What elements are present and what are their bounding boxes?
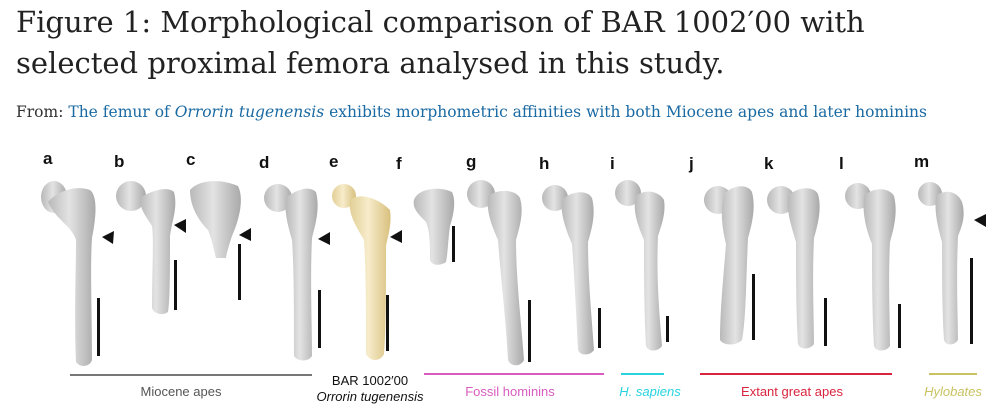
miocene-group-line [70,374,312,376]
panel-label-b: b [114,152,124,171]
link-text-1: The femur of [68,103,175,121]
panel-label-g: g [466,152,476,171]
link-italic-species: Orrorin tugenensis [174,103,325,121]
femur-e-orrorin [332,184,402,360]
from-line: From: The femur of Orrorin tugenensis ex… [16,103,1006,121]
femur-i [615,180,669,351]
article-link[interactable]: The femur of Orrorin tugenensis exhibits… [68,103,927,121]
orrorin-species-label: Orrorin tugenensis [317,389,424,404]
panel-label-a: a [43,149,53,168]
panel-label-k: k [764,154,774,173]
femur-h [542,185,601,355]
fossil-group-label: Fossil hominins [465,384,555,399]
femur-c [190,181,251,300]
sapiens-group-label: H. sapiens [619,384,681,399]
femur-l [845,183,901,351]
panel-label-l: l [839,154,844,173]
panel-label-m: m [914,152,929,171]
femur-f [413,188,455,265]
panel-label-c: c [186,150,195,169]
femur-b [116,181,186,315]
from-label: From: [16,103,64,121]
femur-j [704,186,755,345]
hylobates-group-label: Hylobates [924,384,982,399]
femur-k [767,186,827,349]
panel-label-e: e [329,152,338,171]
great-apes-group-line [700,373,892,375]
femur-m [918,182,986,345]
hylobates-group-line [929,373,977,375]
panel-label-j: j [688,154,694,173]
fossil-group-line [424,373,604,375]
panel-label-i: i [610,154,615,173]
great-apes-group-label: Extant great apes [741,384,843,399]
femora-figure: a b c d e f g h i j k l m [41,149,986,404]
link-text-2: exhibits morphometric affinities with bo… [324,103,927,121]
figure-title: Figure 1: Morphological comparison of BA… [16,5,865,80]
sapiens-group-line [621,373,664,375]
panel-label-d: d [259,153,269,172]
panel-label-h: h [539,154,549,173]
bar-specimen-label: BAR 1002′00 [332,373,408,388]
femur-d [264,184,330,361]
femur-g [467,180,531,366]
femur-a [41,181,114,366]
miocene-group-label: Miocene apes [141,384,222,399]
panel-label-f: f [396,154,402,173]
